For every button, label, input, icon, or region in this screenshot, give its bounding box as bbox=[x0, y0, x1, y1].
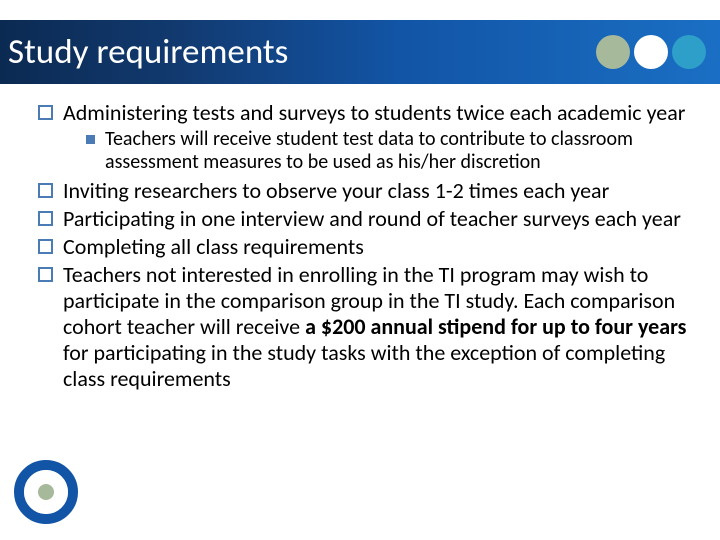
list-item-text: Administering tests and surveys to stude… bbox=[63, 100, 702, 126]
checkbox-bullet-icon bbox=[38, 211, 53, 226]
list-item: Inviting researchers to observe your cla… bbox=[38, 178, 702, 204]
list-item: Teachers not interested in enrolling in … bbox=[38, 262, 702, 392]
list-sub-item-text: Teachers will receive student test data … bbox=[105, 128, 702, 174]
content-area: Administering tests and surveys to stude… bbox=[38, 100, 702, 394]
checkbox-bullet-icon bbox=[38, 183, 53, 198]
slide: Study requirements Administering tests a… bbox=[0, 0, 720, 540]
list-item-text: Completing all class requirements bbox=[63, 234, 702, 260]
checkbox-bullet-icon bbox=[38, 267, 53, 282]
checkbox-bullet-icon bbox=[38, 105, 53, 120]
dot-icon bbox=[596, 35, 630, 69]
header-dots bbox=[596, 35, 706, 69]
list-item: Administering tests and surveys to stude… bbox=[38, 100, 702, 126]
list-item-text: Participating in one interview and round… bbox=[63, 206, 702, 232]
text-run: for participating in the study tasks wit… bbox=[63, 339, 665, 392]
dot-icon bbox=[634, 35, 668, 69]
list-sub-item: Teachers will receive student test data … bbox=[86, 128, 702, 174]
list-item-text: Teachers not interested in enrolling in … bbox=[63, 262, 702, 392]
text-run-bold: a $200 annual stipend for up to four yea… bbox=[305, 313, 686, 340]
corner-badge-icon bbox=[14, 460, 78, 524]
list-item: Completing all class requirements bbox=[38, 234, 702, 260]
square-bullet-icon bbox=[86, 135, 95, 144]
slide-title: Study requirements bbox=[8, 31, 288, 73]
list-item-text: Inviting researchers to observe your cla… bbox=[63, 178, 702, 204]
checkbox-bullet-icon bbox=[38, 239, 53, 254]
dot-icon bbox=[672, 35, 706, 69]
list-item: Participating in one interview and round… bbox=[38, 206, 702, 232]
ring-inner bbox=[38, 484, 54, 500]
header-band: Study requirements bbox=[0, 20, 720, 84]
